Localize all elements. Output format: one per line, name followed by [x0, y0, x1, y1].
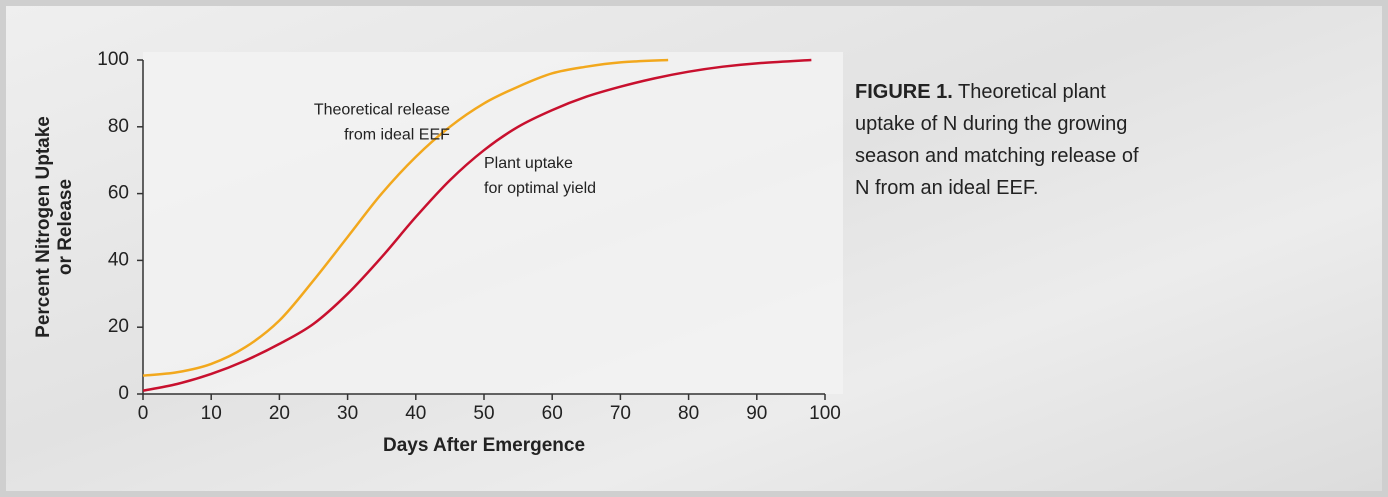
- x-axis-label: Days After Emergence: [383, 435, 585, 456]
- y-tick-label: 40: [108, 249, 129, 270]
- x-tick-label: 0: [138, 403, 149, 424]
- x-tick-label: 40: [405, 403, 426, 424]
- x-tick-label: 50: [473, 403, 494, 424]
- y-axis-label: Percent Nitrogen Uptake or Release: [33, 116, 76, 338]
- y-axis-label-line: Percent Nitrogen Uptake: [33, 116, 54, 338]
- x-tick-label: 20: [269, 403, 290, 424]
- x-tick-label: 90: [746, 403, 767, 424]
- y-tick-label: 100: [97, 49, 129, 70]
- y-tick-label: 60: [108, 183, 129, 204]
- x-tick-label: 60: [542, 403, 563, 424]
- line-series: [142, 58, 812, 392]
- y-tick-label: 80: [108, 116, 129, 137]
- x-tick-label: 10: [201, 403, 222, 424]
- annotation: Plant uptake: [484, 155, 573, 172]
- y-tick-label: 0: [118, 383, 129, 404]
- caption-text: Theoretical plant uptake of N during the…: [855, 81, 1139, 199]
- annotation: Theoretical release: [314, 101, 450, 118]
- x-tick-label: 80: [678, 403, 699, 424]
- annotation: for optimal yield: [484, 180, 596, 197]
- y-axis-label-line: or Release: [55, 179, 76, 275]
- caption-label: FIGURE 1.: [855, 81, 953, 103]
- x-tick-label: 30: [337, 403, 358, 424]
- plot-area: [143, 52, 843, 394]
- line-series: [142, 58, 669, 377]
- x-tick-label: 70: [610, 403, 631, 424]
- y-tick-label: 20: [108, 316, 129, 337]
- x-tick-label: 100: [809, 403, 841, 424]
- annotation: from ideal EEF: [344, 126, 450, 143]
- caption: FIGURE 1. Theoretical plant uptake of N …: [855, 76, 1155, 204]
